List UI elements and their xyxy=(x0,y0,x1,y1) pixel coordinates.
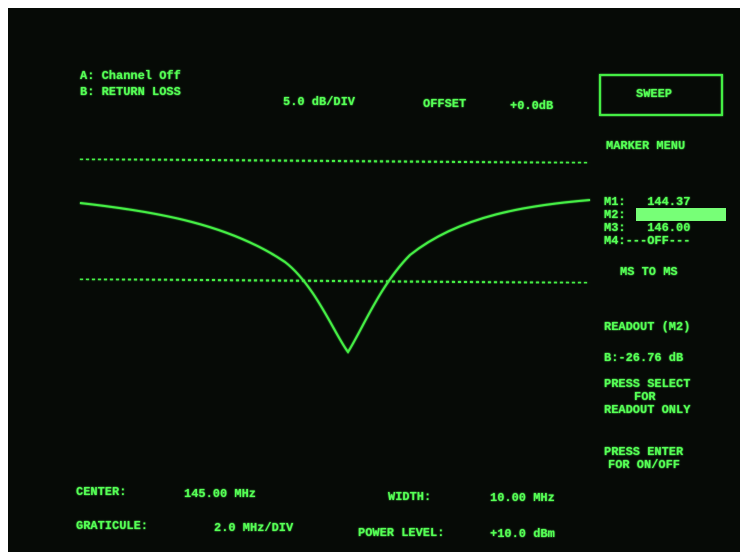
graticule-label: GRATICULE: xyxy=(76,519,148,533)
width-value: 10.00 MHz xyxy=(490,491,555,505)
graticule-value: 2.0 MHz/DIV xyxy=(214,521,294,535)
power-label: POWER LEVEL: xyxy=(358,526,444,540)
power-value: +10.0 dBm xyxy=(490,527,555,541)
readout-title: READOUT (M2) xyxy=(604,320,690,334)
marker: M1: 144.37 xyxy=(604,195,690,209)
offset-label: OFFSET xyxy=(423,97,466,111)
marker: M4:---OFF--- xyxy=(604,234,690,248)
sweep-box xyxy=(599,74,723,116)
width-label: WIDTH: xyxy=(388,490,431,504)
enter-help: FOR ON/OFF xyxy=(608,458,680,472)
offset-value: +0.0dB xyxy=(510,99,553,113)
graticule xyxy=(79,121,591,483)
menu-title: MARKER MENU xyxy=(606,139,685,153)
enter-help: PRESS ENTER xyxy=(604,445,684,459)
m2-highlight xyxy=(636,208,726,221)
center-value: 145.00 MHz xyxy=(184,487,256,501)
select-help: PRESS SELECT xyxy=(604,377,690,391)
scale: 5.0 dB/DIV xyxy=(283,95,356,109)
center-label: CENTER: xyxy=(76,485,126,499)
readout-value: B:-26.76 dB xyxy=(604,351,683,365)
trace xyxy=(79,199,591,354)
channel-b: B: RETURN LOSS xyxy=(80,85,181,99)
sweep: SWEEP xyxy=(636,87,672,101)
marker: M3: 146.00 xyxy=(604,221,690,235)
channel-a: A: Channel Off xyxy=(80,69,181,83)
select-help: READOUT ONLY xyxy=(604,403,691,417)
marker: M2: xyxy=(604,208,626,222)
select-help: FOR xyxy=(634,390,656,404)
reference-line xyxy=(79,278,591,284)
reference-line xyxy=(79,158,591,164)
marker-action: MS TO MS xyxy=(620,265,678,279)
